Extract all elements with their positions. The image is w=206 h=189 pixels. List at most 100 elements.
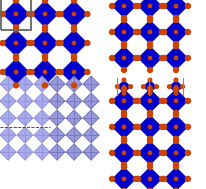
Circle shape: [56, 70, 61, 74]
Circle shape: [42, 56, 48, 61]
Polygon shape: [61, 30, 87, 56]
Polygon shape: [112, 141, 136, 165]
Polygon shape: [49, 127, 65, 143]
Circle shape: [14, 56, 19, 61]
Circle shape: [142, 85, 145, 88]
Polygon shape: [32, 1, 58, 27]
Circle shape: [148, 78, 152, 82]
Circle shape: [110, 4, 115, 9]
Circle shape: [147, 112, 152, 117]
Polygon shape: [66, 127, 82, 143]
Circle shape: [71, 83, 76, 88]
Circle shape: [147, 162, 152, 167]
Circle shape: [159, 56, 164, 60]
Circle shape: [122, 110, 126, 115]
Circle shape: [71, 25, 76, 30]
Polygon shape: [112, 89, 136, 113]
Circle shape: [122, 188, 126, 189]
Circle shape: [72, 41, 76, 45]
Circle shape: [162, 29, 166, 35]
Circle shape: [147, 18, 152, 22]
Circle shape: [122, 91, 126, 95]
Circle shape: [136, 4, 140, 9]
Circle shape: [148, 151, 152, 155]
Polygon shape: [138, 167, 162, 189]
Circle shape: [110, 29, 115, 35]
Polygon shape: [66, 110, 82, 126]
Circle shape: [147, 15, 152, 20]
Circle shape: [43, 41, 47, 45]
Circle shape: [147, 43, 152, 49]
Circle shape: [185, 176, 191, 181]
Polygon shape: [83, 110, 99, 126]
Polygon shape: [83, 76, 99, 92]
Circle shape: [162, 150, 166, 155]
Circle shape: [14, 12, 18, 16]
Polygon shape: [164, 46, 188, 70]
Circle shape: [85, 12, 90, 16]
Circle shape: [175, 85, 177, 88]
Circle shape: [0, 70, 5, 74]
Circle shape: [133, 56, 138, 60]
Circle shape: [42, 83, 48, 88]
Circle shape: [110, 98, 115, 103]
Circle shape: [159, 98, 164, 103]
Circle shape: [42, 27, 48, 32]
Polygon shape: [138, 141, 162, 165]
Circle shape: [43, 70, 47, 74]
Polygon shape: [164, 0, 188, 18]
Circle shape: [123, 85, 125, 88]
Polygon shape: [164, 167, 188, 189]
Circle shape: [27, 70, 32, 74]
Circle shape: [173, 112, 179, 117]
Circle shape: [71, 27, 76, 32]
Circle shape: [14, 0, 19, 3]
Circle shape: [43, 12, 47, 16]
Circle shape: [173, 138, 179, 143]
Circle shape: [174, 56, 178, 60]
Circle shape: [148, 177, 152, 180]
Circle shape: [110, 176, 115, 181]
Circle shape: [159, 4, 164, 9]
Circle shape: [147, 138, 152, 143]
Circle shape: [173, 164, 179, 170]
Polygon shape: [66, 144, 82, 160]
Circle shape: [58, 12, 63, 16]
Circle shape: [173, 110, 179, 115]
Polygon shape: [164, 115, 188, 139]
Circle shape: [122, 15, 126, 20]
Circle shape: [185, 98, 191, 103]
Polygon shape: [3, 59, 29, 85]
Circle shape: [148, 30, 152, 34]
Circle shape: [149, 85, 151, 88]
Circle shape: [0, 12, 5, 16]
Circle shape: [147, 86, 152, 91]
Circle shape: [162, 98, 166, 103]
Circle shape: [29, 70, 34, 74]
Polygon shape: [61, 59, 87, 85]
Polygon shape: [83, 127, 99, 143]
Circle shape: [122, 18, 126, 22]
Circle shape: [122, 99, 126, 102]
Circle shape: [122, 43, 126, 49]
Circle shape: [185, 124, 191, 129]
Circle shape: [14, 83, 19, 88]
Polygon shape: [17, 110, 33, 126]
Circle shape: [122, 78, 126, 82]
Polygon shape: [0, 144, 16, 160]
Circle shape: [122, 41, 126, 46]
Polygon shape: [49, 144, 65, 160]
Polygon shape: [3, 1, 29, 27]
Polygon shape: [164, 89, 188, 113]
Circle shape: [162, 176, 166, 181]
Circle shape: [148, 56, 152, 60]
Circle shape: [162, 56, 166, 60]
Circle shape: [122, 151, 126, 155]
Circle shape: [71, 54, 76, 59]
Circle shape: [122, 136, 126, 141]
Polygon shape: [17, 144, 33, 160]
Circle shape: [29, 12, 34, 16]
Circle shape: [159, 150, 164, 155]
Circle shape: [122, 162, 126, 167]
Polygon shape: [138, 0, 162, 18]
